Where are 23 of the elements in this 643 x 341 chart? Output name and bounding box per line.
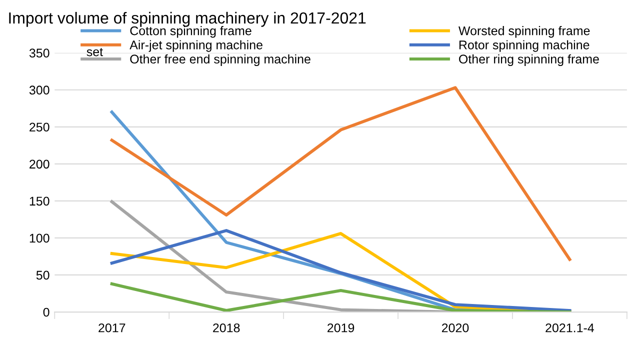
x-tick-label: 2017 [98, 323, 126, 332]
legend-label: Other ring spinning frame [459, 54, 599, 66]
line-series [110, 86, 572, 261]
x-tick-label: 2018 [213, 323, 240, 332]
legend-label: Worsted spinning frame [458, 26, 590, 38]
line-series [110, 282, 572, 312]
y-tick-label: 250 [30, 122, 50, 132]
x-tick-label: 2021.1-4 [546, 323, 594, 332]
legend-label: Air-jet spinning machine [130, 40, 262, 52]
y-tick-label: 150 [30, 196, 50, 206]
legend-label: Rotor spinning machine [459, 40, 590, 52]
legend-label: Other free end spinning machine [130, 54, 310, 66]
y-tick-label: 300 [29, 86, 50, 95]
y-tick-label: 50 [36, 270, 50, 280]
legend-label: Cotton spinning frame [130, 26, 252, 38]
y-axis-title: set [86, 48, 103, 56]
y-tick-label: 200 [30, 160, 50, 169]
y-tick-label: 100 [30, 234, 50, 243]
chart-title: Import volume of spinning machinery in 2017-2021 [9, 12, 366, 27]
y-tick-label: 0 [43, 308, 50, 317]
x-tick-label: 2019 [328, 323, 354, 332]
x-tick-label: 2020 [442, 323, 469, 332]
y-tick-label: 350 [29, 48, 50, 58]
